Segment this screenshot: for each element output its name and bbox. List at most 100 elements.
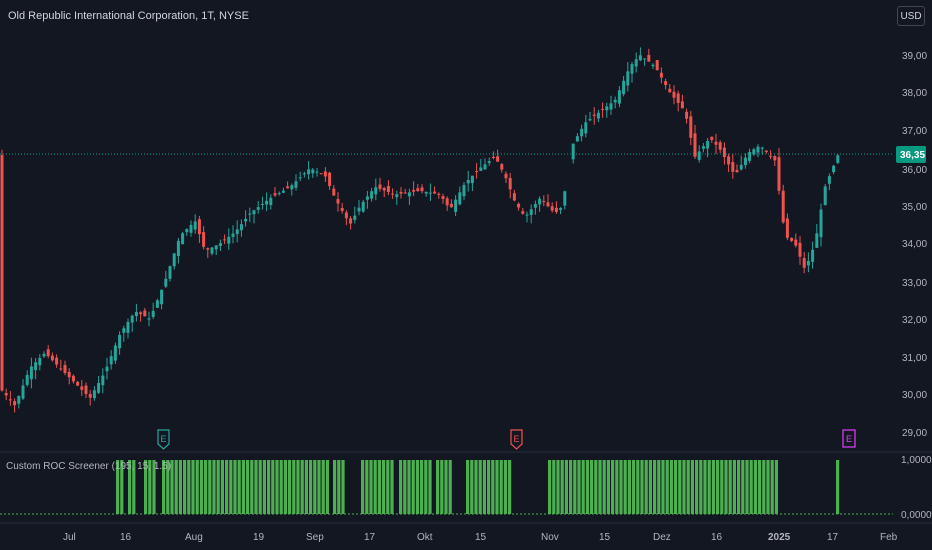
earnings-marker-1[interactable]: E <box>157 429 170 450</box>
roc-bar <box>627 460 631 514</box>
candle-body <box>311 169 315 174</box>
candle-body <box>815 233 819 248</box>
roc-bar <box>386 460 390 514</box>
indicator-axis-max: 1,0000 <box>901 455 932 466</box>
candle-body <box>710 136 714 140</box>
roc-bar <box>288 460 292 514</box>
time-label: 17 <box>364 532 376 543</box>
price-label: 35,00 <box>902 202 927 213</box>
candle-body <box>357 207 361 212</box>
roc-bar <box>648 460 652 514</box>
candle-body <box>290 185 294 190</box>
candle-body <box>46 349 50 357</box>
candle-body <box>588 119 592 121</box>
candle-body <box>819 209 823 238</box>
candle-body <box>542 201 546 203</box>
candle-body <box>59 368 63 370</box>
roc-bar <box>144 460 148 514</box>
earnings-marker-3[interactable]: E <box>842 429 856 448</box>
candle-body <box>559 208 563 210</box>
candle-body <box>475 171 479 173</box>
roc-bar <box>594 460 598 514</box>
roc-bar <box>148 460 152 514</box>
candle-body <box>449 203 453 208</box>
candle-body <box>147 318 151 320</box>
candle-body <box>260 203 264 205</box>
candle-body <box>638 55 642 61</box>
candle-body <box>84 385 88 395</box>
candle-body <box>218 243 222 246</box>
candle-body <box>785 218 789 238</box>
candle-body <box>80 386 84 390</box>
candle-body <box>4 392 8 396</box>
candle-body <box>571 143 575 160</box>
candle-body <box>244 218 248 222</box>
earnings-marker-2[interactable]: E <box>510 429 523 450</box>
candle-body <box>529 209 533 215</box>
candle-body <box>798 242 802 257</box>
time-axis[interactable]: Jul 16 Aug 19 Sep 17 Okt 15 Nov 15 Dez 1… <box>63 532 898 543</box>
roc-bar <box>611 460 615 514</box>
roc-bar <box>556 460 560 514</box>
candle-body <box>265 200 269 205</box>
roc-bar <box>644 460 648 514</box>
roc-bar <box>195 460 199 514</box>
roc-bar <box>300 460 304 514</box>
candle-body <box>344 212 348 219</box>
roc-bar <box>753 460 757 514</box>
candle-body <box>17 396 21 404</box>
candle-body <box>302 173 306 175</box>
candle-body <box>748 152 752 161</box>
roc-bar <box>482 460 486 514</box>
candle-body <box>714 141 718 145</box>
candle-body <box>718 142 722 150</box>
candle-body <box>563 191 567 206</box>
candle-body <box>256 207 260 210</box>
candle-body <box>118 334 122 349</box>
candle-body <box>441 196 445 200</box>
candle-body <box>328 172 332 187</box>
price-axis[interactable]: 39,00 38,00 37,00 36,00 35,00 34,00 33,0… <box>902 51 927 439</box>
symbol-title: Old Republic International Corporation, … <box>8 10 249 22</box>
roc-bar <box>233 460 237 514</box>
candle-body <box>0 154 4 391</box>
roc-bar <box>377 460 381 514</box>
candle-body <box>617 90 621 104</box>
indicator-label[interactable]: Custom ROC Screener (195, 15, 1.5) <box>6 461 172 472</box>
time-label: Feb <box>880 532 898 543</box>
candle-body <box>664 81 668 85</box>
time-label: 16 <box>711 532 723 543</box>
currency-button[interactable]: USD <box>897 6 925 26</box>
time-label: Jul <box>63 532 76 543</box>
candle-body <box>38 358 42 366</box>
candle-body <box>479 167 483 171</box>
roc-bar <box>296 460 300 514</box>
candle-body <box>764 150 768 152</box>
candle-body <box>827 176 831 184</box>
candle-body <box>777 157 781 191</box>
candles-group <box>0 47 840 413</box>
candle-body <box>407 192 411 197</box>
candle-body <box>609 103 613 110</box>
roc-bar <box>770 460 774 514</box>
candle-body <box>365 196 369 200</box>
roc-bar <box>590 460 594 514</box>
roc-bar <box>661 460 665 514</box>
roc-bar <box>415 460 419 514</box>
roc-bar <box>487 460 491 514</box>
candle-body <box>550 206 554 211</box>
candle-body <box>206 248 210 250</box>
candle-body <box>50 355 54 361</box>
roc-bar <box>552 460 556 514</box>
candle-body <box>500 164 504 170</box>
roc-bar <box>573 460 577 514</box>
candle-body <box>424 191 428 194</box>
roc-bar <box>690 460 694 514</box>
roc-bar <box>585 460 589 514</box>
roc-bar <box>390 460 394 514</box>
candle-body <box>706 140 710 149</box>
candle-body <box>554 207 558 213</box>
roc-bar <box>602 460 606 514</box>
